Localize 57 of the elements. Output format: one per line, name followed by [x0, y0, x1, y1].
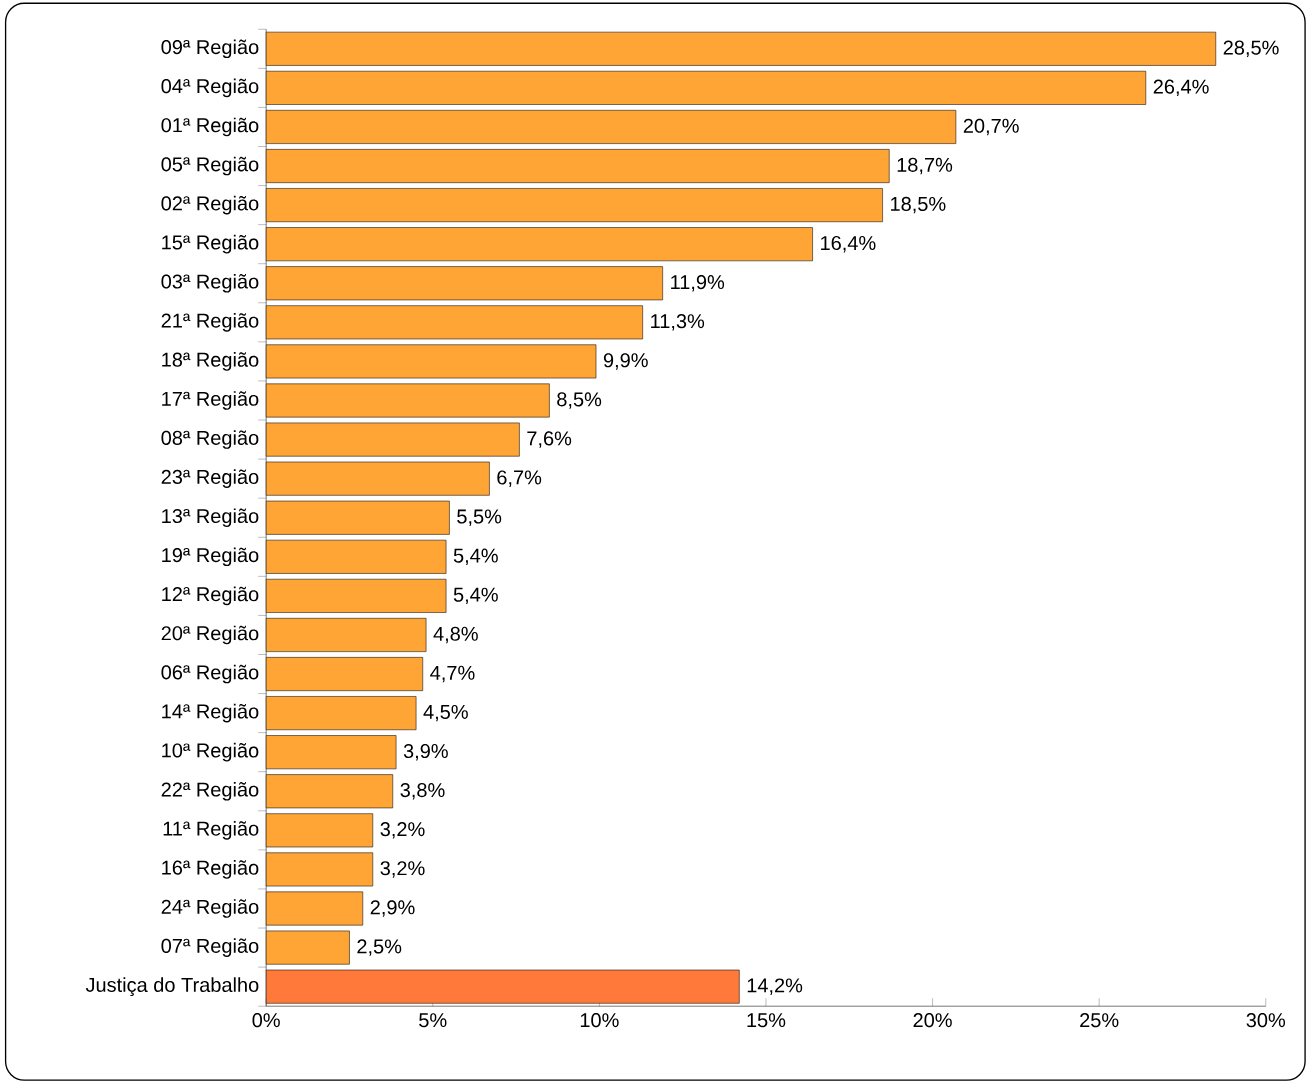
y-tick-label: 11ª Região: [163, 820, 259, 840]
data-label: 4,8%: [433, 626, 478, 644]
y-tick-label: 15ª Região: [162, 234, 259, 254]
data-label: 5,5%: [457, 509, 502, 526]
y-tick-label: 10ª Região: [162, 742, 259, 762]
data-label: 3,8%: [400, 782, 445, 800]
data-label: 9,9%: [603, 353, 648, 370]
y-tick-label: 12ª Região: [162, 586, 259, 606]
data-label: 28,5%: [1223, 40, 1279, 58]
data-label: 26,4%: [1153, 79, 1209, 97]
data-label: 5,4%: [453, 587, 498, 605]
data-label: 11,3%: [651, 314, 705, 331]
data-label: 16,4%: [821, 235, 876, 253]
x-tick-label: 20%: [913, 1013, 952, 1028]
data-label: 11,9%: [671, 274, 725, 292]
y-tick-label: 22ª Região: [161, 781, 259, 801]
x-tick-label: 5%: [419, 1013, 447, 1028]
y-tick-label: 24ª Região: [161, 899, 259, 918]
x-tick-label: 30%: [1246, 1013, 1286, 1028]
y-tick-label: 21ª Região: [161, 312, 259, 332]
y-tick-label: 13ª Região: [162, 508, 259, 527]
data-label: 20,7%: [963, 118, 1019, 136]
y-tick-label: 23ª Região: [161, 469, 259, 488]
y-tick-label: 18ª Região: [162, 352, 259, 371]
y-tick-label: 17ª Região: [162, 391, 259, 410]
data-label: 7,6%: [527, 431, 572, 448]
y-tick-label: 19ª Região: [162, 547, 259, 567]
x-tick-label: 25%: [1080, 1013, 1119, 1028]
x-tick-label: 0%: [252, 1013, 280, 1028]
y-tick-label: 16ª Região: [162, 860, 259, 879]
data-label: 14,2%: [747, 978, 803, 995]
y-tick-label: 02ª Região: [161, 195, 259, 215]
data-label: 18,5%: [891, 196, 946, 214]
y-tick-label: 09ª Região: [161, 39, 259, 59]
data-label: 4,7%: [430, 665, 475, 683]
data-label: 18,7%: [897, 157, 953, 175]
data-label: 4,5%: [423, 704, 468, 722]
data-label: 3,2%: [380, 861, 425, 878]
x-tick-label: 10%: [580, 1013, 619, 1028]
y-tick-label: 06ª Região: [161, 664, 259, 684]
y-tick-label: 04ª Região: [161, 78, 259, 98]
data-label: 5,4%: [453, 548, 498, 565]
y-tick-label: 14ª Região: [162, 703, 259, 723]
y-tick-label: 20ª Região: [161, 625, 259, 645]
data-label: 3,2%: [380, 822, 425, 839]
data-label: 6,7%: [497, 470, 542, 487]
y-tick-label: 07ª Região: [161, 938, 259, 957]
data-label: 3,9%: [403, 743, 448, 761]
data-label: 8,5%: [557, 392, 602, 409]
data-label: 2,9%: [370, 900, 415, 917]
y-tick-label: Justiça do Trabalho: [85, 977, 259, 996]
x-tick-label: 15%: [747, 1013, 786, 1028]
data-label: 2,5%: [357, 939, 402, 956]
y-tick-label: 03ª Região: [161, 273, 259, 293]
y-tick-label: 01ª Região: [161, 117, 259, 137]
y-tick-label: 08ª Região: [161, 430, 259, 449]
y-tick-label: 05ª Região: [161, 156, 259, 176]
